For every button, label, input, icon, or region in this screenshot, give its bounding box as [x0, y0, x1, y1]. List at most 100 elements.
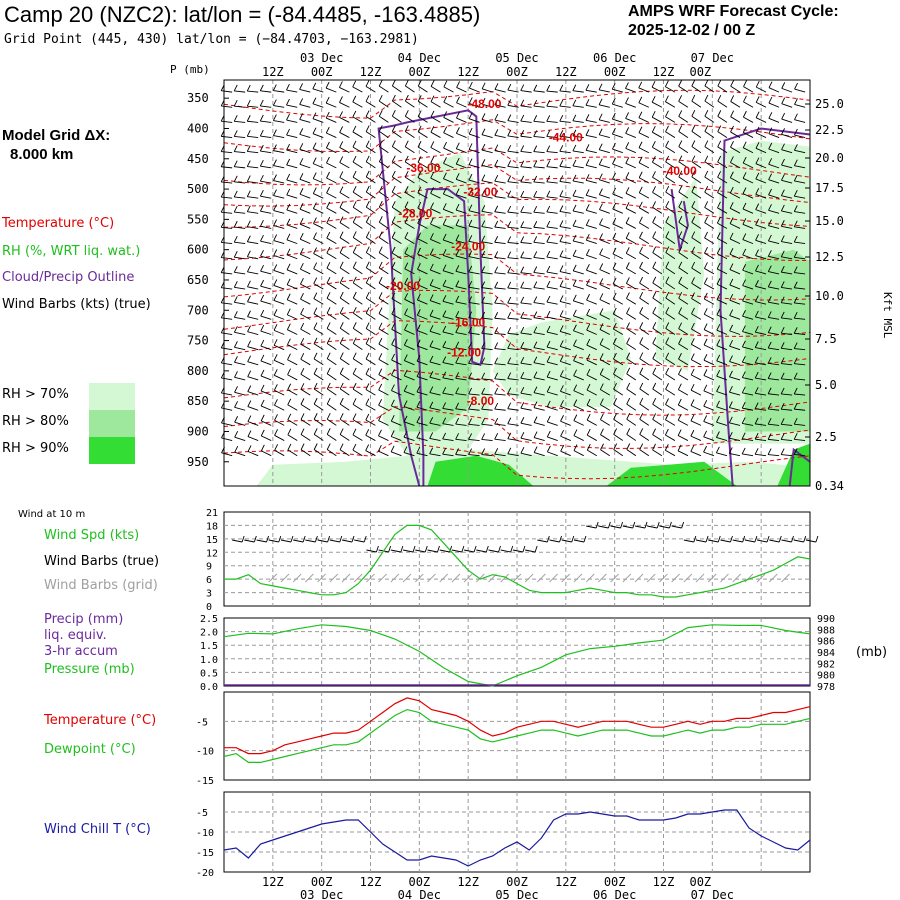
wind-barb	[572, 264, 577, 272]
wind-barb	[300, 277, 304, 285]
wind-barb-true	[815, 535, 819, 543]
wind-barb	[754, 356, 759, 363]
wind-barb	[378, 252, 389, 260]
wind-barb	[665, 252, 676, 260]
wind-barb	[507, 317, 519, 320]
wind-barb-true	[244, 539, 255, 543]
wind-barb	[391, 292, 396, 299]
wind-barb	[533, 175, 538, 183]
wind-barb	[391, 344, 402, 351]
wind-barb	[794, 241, 806, 245]
wind-barb	[652, 231, 657, 238]
wind-barb-true	[278, 535, 282, 543]
wind-barb	[234, 286, 246, 290]
windchill-panel: -5-10-15-20	[196, 791, 811, 879]
wind-barb	[768, 332, 780, 335]
wind-barb	[678, 116, 689, 123]
wind-barb	[468, 112, 473, 119]
wind-barb	[652, 146, 663, 154]
wind-barb	[793, 418, 798, 425]
wind-barb	[520, 417, 525, 424]
wind-barb	[378, 404, 389, 411]
wind-barb	[586, 359, 597, 366]
wind-barb	[481, 82, 486, 89]
wind-barb-grid	[598, 573, 607, 583]
wind-barb	[586, 299, 597, 305]
wind-barb	[416, 324, 421, 331]
wind-barb	[716, 268, 728, 275]
wind-barb	[652, 413, 657, 420]
wind-barb	[273, 105, 285, 108]
wind-barb	[352, 80, 357, 88]
wind-barb	[546, 355, 551, 363]
wind-barb	[678, 343, 689, 351]
wind-barb	[639, 373, 650, 381]
wind-barb	[598, 119, 610, 123]
wind-barb	[768, 454, 780, 457]
wind-barb	[742, 264, 747, 271]
wind-barb	[481, 342, 486, 349]
wind-barb	[638, 132, 650, 138]
wind-barb	[404, 201, 409, 208]
wind-barb	[353, 312, 363, 320]
wind-barb	[273, 309, 278, 316]
wind-barb	[246, 205, 251, 212]
wind-barb	[794, 302, 806, 305]
wind-barb-true	[573, 539, 585, 543]
wind-barb	[429, 453, 441, 457]
wind-barb	[755, 111, 760, 118]
wind-barb	[755, 438, 767, 441]
wind-barb-grid	[280, 573, 290, 583]
wind-barb	[429, 315, 441, 320]
wind-barb	[599, 329, 610, 335]
wind-barb	[533, 431, 538, 438]
wind-barb	[391, 110, 396, 117]
wind-barb	[260, 285, 272, 290]
wind-barb	[559, 370, 564, 377]
wind-barb	[781, 241, 793, 245]
wind-barb	[416, 401, 421, 408]
wind-barb	[704, 155, 709, 162]
wind-barb	[339, 252, 350, 260]
wind-barb	[793, 190, 798, 197]
wind-barb	[404, 344, 415, 351]
wind-barb	[299, 83, 304, 90]
wind-barb	[559, 256, 571, 260]
wind-barb	[612, 163, 623, 169]
wind-barb	[274, 414, 278, 421]
wind-barb	[612, 247, 617, 255]
wind-barb	[443, 80, 448, 88]
wind-barb	[430, 238, 441, 245]
wind-barb	[299, 148, 311, 154]
wind-barb	[573, 384, 578, 391]
wind-barb	[559, 286, 571, 290]
wind-barb-grid	[585, 573, 595, 583]
wind-barb	[481, 281, 486, 288]
wind-barb	[352, 237, 363, 244]
wind-barb	[443, 141, 447, 149]
wind-barb	[339, 201, 344, 208]
cloud-outline	[377, 109, 486, 487]
wind-barb	[325, 126, 330, 134]
wind-barb	[352, 291, 357, 299]
wind-barb	[272, 84, 277, 91]
wind-barb	[391, 420, 402, 426]
wind-barb	[639, 297, 650, 305]
wind-barb	[599, 269, 610, 275]
wind-barb	[366, 282, 376, 290]
wind-barb	[260, 195, 272, 199]
wind-barb	[677, 429, 682, 436]
wind-barb	[586, 239, 597, 245]
wind-barb	[416, 437, 428, 441]
wind-barb	[678, 221, 689, 229]
wind-barb	[742, 162, 754, 169]
wind-barb	[507, 181, 519, 184]
wind-barb	[455, 203, 460, 211]
wind-barb	[507, 408, 519, 411]
wind-barb	[339, 177, 350, 184]
wind-barb	[742, 208, 754, 214]
wind-barb	[299, 163, 311, 169]
wind-barb	[378, 358, 389, 366]
wind-barb	[234, 105, 246, 108]
wind-barb	[300, 337, 305, 345]
